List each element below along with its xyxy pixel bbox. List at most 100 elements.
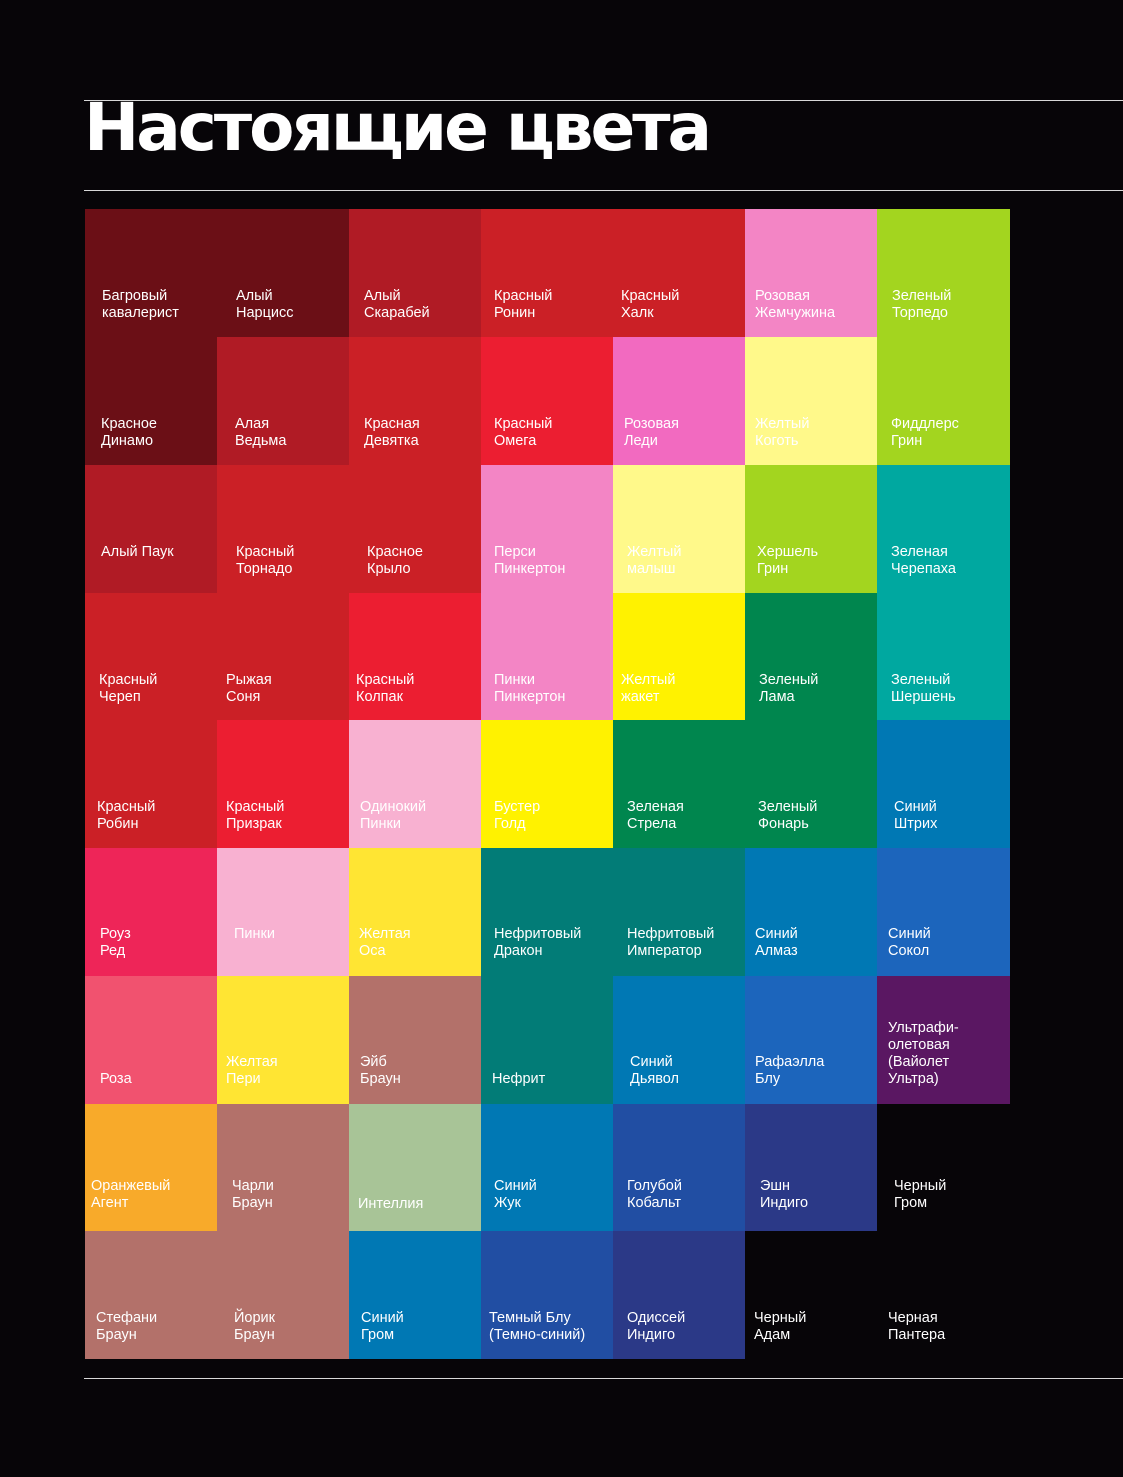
swatch-name: Зеленая Черепаха <box>891 544 956 577</box>
swatch-name: Роза <box>100 1071 132 1087</box>
swatch-name: Розовая Леди <box>624 416 679 449</box>
color-swatch: Нефритовый Император <box>613 848 745 976</box>
swatch-name: Красное Крыло <box>367 544 423 577</box>
color-swatch: Желтый малыш <box>613 465 745 593</box>
color-swatch: Красный Колпак <box>349 593 481 720</box>
color-swatch: Желтый жакет <box>613 593 745 720</box>
color-swatch: Синий Сокол <box>877 848 1010 976</box>
color-swatch: Алый Нарцисс <box>217 209 349 337</box>
color-swatch: Красный Торнадо <box>217 465 349 593</box>
swatch-name: Пинки Пинкертон <box>494 672 566 705</box>
color-swatch: Желтая Оса <box>349 848 481 976</box>
color-swatch: Черный Гром <box>877 1104 1010 1231</box>
swatch-name: Фиддлерс Грин <box>891 416 959 449</box>
color-swatch: Йорик Браун <box>217 1231 349 1359</box>
swatch-name: Одиссей Индиго <box>627 1310 686 1343</box>
swatch-name: Зеленый Лама <box>759 672 819 705</box>
swatch-name: Алая Ведьма <box>235 416 287 449</box>
swatch-name: Черный Гром <box>894 1178 947 1211</box>
swatch-name: Бустер Голд <box>494 799 541 832</box>
swatch-name: Зеленый Шершень <box>891 672 956 705</box>
color-swatch: Одинокий Пинки <box>349 720 481 848</box>
swatch-name: Розовая Жемчужина <box>755 288 836 321</box>
color-swatch: Рыжая Соня <box>217 593 349 720</box>
swatch-name: Синий Алмаз <box>755 926 798 959</box>
color-swatch: Алый Паук <box>85 465 217 593</box>
color-swatch: Желтый Коготь <box>745 337 877 465</box>
color-swatch: Рафаэлла Блу <box>745 976 877 1104</box>
swatch-name: Алый Скарабей <box>364 288 430 321</box>
swatch-name: Эшн Индиго <box>760 1178 809 1211</box>
color-swatch: Зеленая Черепаха <box>877 465 1010 593</box>
color-swatch: Синий Дьявол <box>613 976 745 1104</box>
color-swatch: Роуз Ред <box>85 848 217 976</box>
swatch-name: Рыжая Соня <box>226 672 272 705</box>
color-swatch: Алая Ведьма <box>217 337 349 465</box>
color-swatch: Зеленый Лама <box>745 593 877 720</box>
swatch-name: Зеленый Фонарь <box>758 799 818 832</box>
swatch-name: Желтый Коготь <box>755 416 810 449</box>
swatch-name: Роуз Ред <box>100 926 131 959</box>
color-swatch: Фиддлерс Грин <box>877 337 1010 465</box>
swatch-name: Черная Пантера <box>888 1310 946 1343</box>
swatch-name: Рафаэлла Блу <box>755 1054 825 1087</box>
color-swatch: Красный Халк <box>613 209 745 337</box>
color-swatch: Роза <box>85 976 217 1104</box>
color-swatch: Красный Призрак <box>217 720 349 848</box>
color-swatch: Черная Пантера <box>877 1231 1010 1359</box>
color-swatch: Зеленый Фонарь <box>745 720 877 848</box>
color-swatch: Синий Штрих <box>877 720 1010 848</box>
swatch-name: Красный Торнадо <box>236 544 295 577</box>
swatch-name: Йорик Браун <box>234 1310 275 1343</box>
color-swatch: Синий Алмаз <box>745 848 877 976</box>
color-swatch: Темный Блу (Темно-синий) <box>481 1231 613 1359</box>
bottom-rule <box>84 1378 1123 1379</box>
swatch-name: Темный Блу (Темно-синий) <box>489 1310 586 1343</box>
swatch-name: Зеленый Торпедо <box>892 288 952 321</box>
color-swatch: Синий Гром <box>349 1231 481 1359</box>
color-swatch: Зеленый Торпедо <box>877 209 1010 337</box>
swatch-name: Синий Дьявол <box>630 1054 679 1087</box>
swatch-name: Эйб Браун <box>360 1054 401 1087</box>
swatch-name: Ультрафи- олетовая (Вайолет Ультра) <box>888 1020 959 1087</box>
color-swatch: Красный Ронин <box>481 209 613 337</box>
swatch-name: Чарли Браун <box>232 1178 274 1211</box>
color-swatch: Хершель Грин <box>745 465 877 593</box>
color-swatch: Синий Жук <box>481 1104 613 1231</box>
color-swatch: Нефритовый Дракон <box>481 848 613 976</box>
swatch-name: Желтая Оса <box>359 926 411 959</box>
swatch-name: Красный Робин <box>97 799 156 832</box>
color-swatch: Розовая Леди <box>613 337 745 465</box>
swatch-name: Красная Девятка <box>364 416 420 449</box>
color-swatch: Красное Крыло <box>349 465 481 593</box>
color-swatch: Красное Динамо <box>85 337 217 465</box>
swatch-name: Красный Омега <box>494 416 553 449</box>
swatch-name: Алый Нарцисс <box>236 288 294 321</box>
color-swatch: Оранжевый Агент <box>85 1104 217 1231</box>
swatch-name: Одинокий Пинки <box>360 799 427 832</box>
color-swatch: Желтая Пери <box>217 976 349 1104</box>
color-swatch: Эйб Браун <box>349 976 481 1104</box>
swatch-name: Красный Халк <box>621 288 680 321</box>
color-swatch: Нефрит <box>481 976 613 1104</box>
color-swatch: Эшн Индиго <box>745 1104 877 1231</box>
swatch-name: Зеленая Стрела <box>627 799 684 832</box>
color-swatch: Красный Омега <box>481 337 613 465</box>
swatch-name: Красный Ронин <box>494 288 553 321</box>
title-underline <box>84 190 1123 191</box>
swatch-name: Черный Адам <box>754 1310 807 1343</box>
swatch-name: Красный Череп <box>99 672 158 705</box>
color-swatch: Ультрафи- олетовая (Вайолет Ультра) <box>877 976 1010 1104</box>
color-swatch: Зеленый Шершень <box>877 593 1010 720</box>
color-swatch: Интеллия <box>349 1104 481 1231</box>
swatch-name: Перси Пинкертон <box>494 544 566 577</box>
color-swatch-grid: Багровый кавалерист Алый Нарцисс Алый Скар… <box>85 209 1010 1359</box>
top-rule <box>84 100 1123 101</box>
swatch-name: Желтая Пери <box>226 1054 278 1087</box>
color-swatch: Красная Девятка <box>349 337 481 465</box>
swatch-name: Желтый малыш <box>627 544 682 577</box>
swatch-name: Пинки <box>234 926 275 942</box>
color-swatch: Стефани Браун <box>85 1231 217 1359</box>
color-swatch: Розовая Жемчужина <box>745 209 877 337</box>
swatch-name: Алый Паук <box>101 544 174 560</box>
